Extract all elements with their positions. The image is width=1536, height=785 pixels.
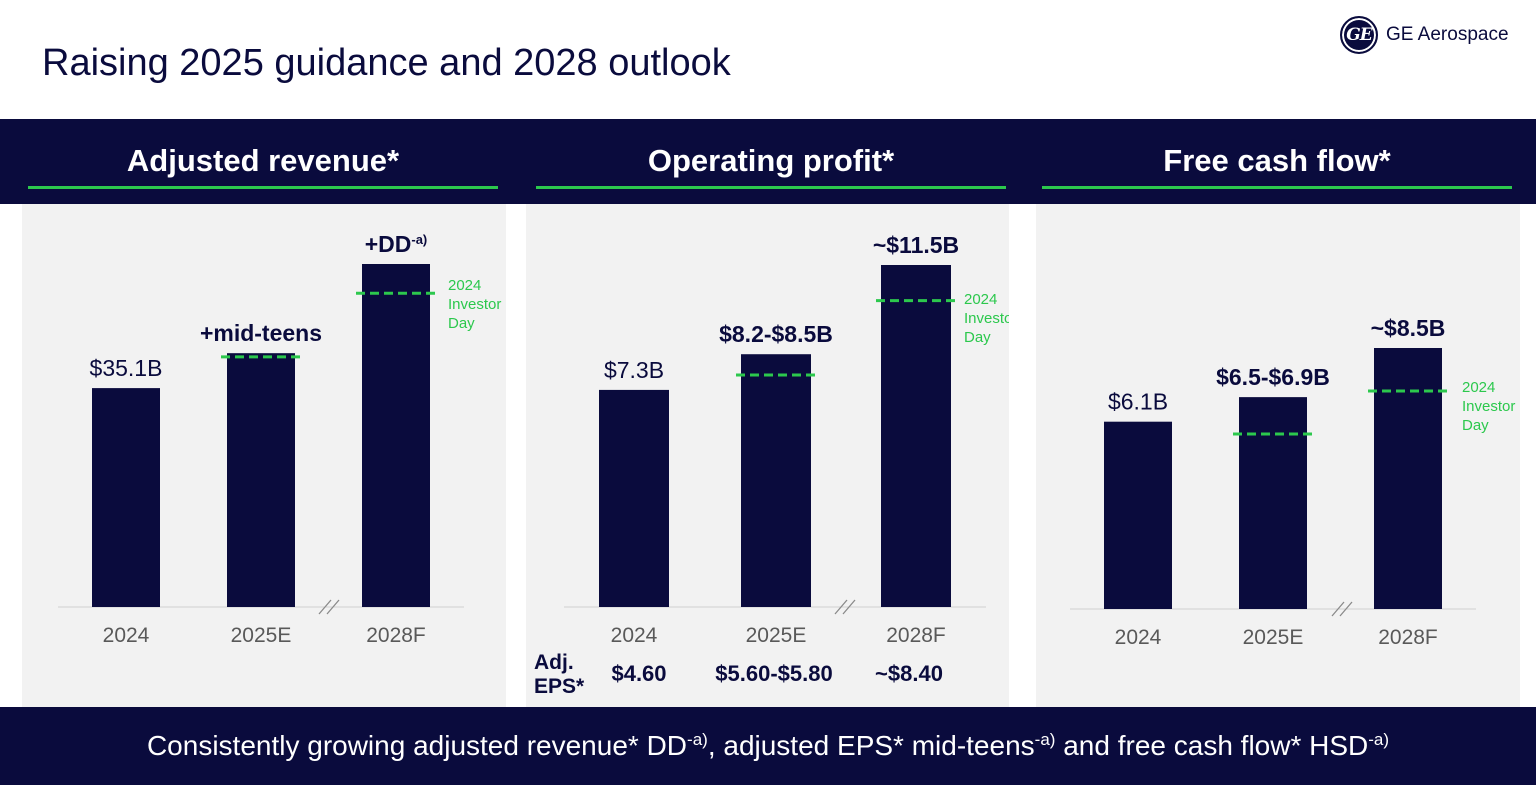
section-title: Operating profit* xyxy=(647,143,895,178)
section-header-operating-profit: Operating profit* xyxy=(536,119,1006,204)
chart-panel-operating-profit: $7.3B 2024 $8.2-$8.5B 2025E ~$11.5B 2028F 2024… xyxy=(526,204,1009,707)
data-label: $6.1B xyxy=(1108,389,1168,415)
tick-label: 2028F xyxy=(1378,626,1438,649)
bar-2025e xyxy=(1239,397,1307,609)
footer-footnote-ref: -a) xyxy=(1034,730,1056,749)
data-label: $7.3B xyxy=(604,357,664,383)
chart-panel-revenue: $35.1B 2024 +mid-teens 2025E +DD-a) 2028F 2024… xyxy=(22,204,506,707)
axis-break-mark xyxy=(834,599,848,615)
section-divider xyxy=(28,186,498,189)
ge-aerospace-logo: GE GE Aerospace xyxy=(1340,16,1509,54)
axis-break-mark xyxy=(1339,601,1353,617)
bar-2025e xyxy=(741,354,811,607)
data-label-text: ~$11.5B xyxy=(873,232,959,258)
page-title: Raising 2025 guidance and 2028 outlook xyxy=(42,42,731,84)
investor-day-annotation: 2024 xyxy=(1462,379,1495,396)
ge-monogram-icon: GE xyxy=(1340,16,1378,54)
data-label-text: $7.3B xyxy=(604,357,664,383)
data-label-text: +DD xyxy=(365,231,412,257)
footer-banner: Consistently growing adjusted revenue* D… xyxy=(0,707,1536,785)
chart-panel-free-cash-flow: $6.1B 2024 $6.5-$6.9B 2025E ~$8.5B 2028F 2024 I… xyxy=(1036,204,1520,707)
bar-2028f xyxy=(881,265,951,607)
section-header-band xyxy=(0,119,1536,204)
footer-text: Consistently growing adjusted revenue* D… xyxy=(147,730,1389,762)
section-title: Free cash flow* xyxy=(1163,143,1391,178)
operating-profit-chart: $7.3B 2024 $8.2-$8.5B 2025E ~$11.5B 2028F 2024… xyxy=(564,232,1009,647)
adj-eps-label: Adj. EPS* xyxy=(534,651,594,699)
axis-break-mark xyxy=(326,599,340,615)
data-label-text: ~$8.5B xyxy=(1371,315,1446,341)
data-label: $8.2-$8.5B xyxy=(719,321,833,347)
footer-footnote-ref: -a) xyxy=(687,730,708,749)
tick-label: 2024 xyxy=(103,624,150,647)
adj-eps-label-line: Adj. xyxy=(534,651,574,674)
investor-day-annotation: 2024 xyxy=(964,291,997,308)
free-cash-flow-chart: $6.1B 2024 $6.5-$6.9B 2025E ~$8.5B 2028F 2024 I… xyxy=(1070,315,1515,649)
section-header-free-cash-flow: Free cash flow* xyxy=(1042,119,1512,204)
tick-label: 2025E xyxy=(231,624,292,647)
tick-label: 2024 xyxy=(611,624,658,647)
investor-day-annotation: 2024 xyxy=(448,277,481,294)
data-label: ~$8.5B xyxy=(1371,315,1446,341)
axis-break-mark xyxy=(842,599,856,615)
bar-2024 xyxy=(92,388,160,607)
data-label-text: $35.1B xyxy=(90,355,163,381)
data-label: ~$11.5B xyxy=(873,232,959,258)
tick-label: 2028F xyxy=(886,624,946,647)
axis-break-mark xyxy=(318,599,332,615)
section-header-revenue: Adjusted revenue* xyxy=(28,119,498,204)
footer-text-part: , adjusted EPS* mid-teens xyxy=(707,730,1035,761)
footer-text-part: Consistently growing adjusted revenue* D… xyxy=(146,730,688,761)
investor-day-annotation: Investor xyxy=(1462,398,1515,415)
data-label: $35.1B xyxy=(90,355,163,381)
data-label: $6.5-$6.9B xyxy=(1216,364,1330,390)
investor-day-annotation: Investor xyxy=(448,296,501,313)
revenue-chart: $35.1B 2024 +mid-teens 2025E +DD-a) 2028F 2024… xyxy=(58,231,501,647)
data-label: +mid-teens xyxy=(200,320,322,346)
footer-footnote-ref: -a) xyxy=(1368,730,1390,749)
axis-break-mark xyxy=(1331,601,1345,617)
bar-2028f xyxy=(362,264,430,607)
adj-eps-value-2028f: ~$8.40 xyxy=(875,661,943,686)
adj-eps-value-2024: $4.60 xyxy=(611,661,667,686)
tick-label: 2025E xyxy=(1243,626,1304,649)
footer-text-part: and free cash flow* HSD xyxy=(1055,730,1369,761)
data-label-text: $8.2-$8.5B xyxy=(719,321,833,347)
adj-eps-label-line: EPS* xyxy=(534,675,585,698)
bar-2024 xyxy=(599,389,669,607)
data-label-text: $6.1B xyxy=(1108,389,1168,415)
section-divider xyxy=(536,186,1006,189)
investor-day-annotation: Day xyxy=(964,329,991,346)
adj-eps-value-2025e: $5.60-$5.80 xyxy=(715,661,833,686)
investor-day-annotation: Investor xyxy=(964,310,1009,327)
logo-text: GE Aerospace xyxy=(1386,24,1509,45)
section-title: Adjusted revenue* xyxy=(126,143,400,178)
section-divider xyxy=(1042,186,1512,189)
tick-label: 2024 xyxy=(1115,626,1162,649)
investor-day-annotation: Day xyxy=(448,315,475,332)
data-label-text: +mid-teens xyxy=(200,320,322,346)
data-label-text: $6.5-$6.9B xyxy=(1216,364,1330,390)
data-label-footnote: -a) xyxy=(411,232,427,247)
bar-2025e xyxy=(227,353,295,607)
data-label: +DD-a) xyxy=(365,231,428,257)
bar-2028f xyxy=(1374,348,1442,609)
tick-label: 2028F xyxy=(366,624,426,647)
investor-day-annotation: Day xyxy=(1462,417,1489,434)
bar-2024 xyxy=(1104,421,1172,609)
tick-label: 2025E xyxy=(746,624,807,647)
